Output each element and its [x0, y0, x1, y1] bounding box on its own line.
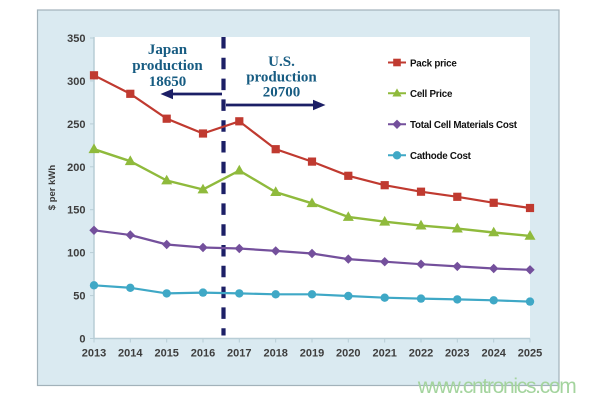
svg-text:Pack price: Pack price: [410, 58, 457, 69]
svg-text:200: 200: [67, 162, 85, 174]
svg-text:Cell Price: Cell Price: [410, 89, 453, 100]
svg-text:production: production: [246, 70, 317, 86]
svg-text:U.S.: U.S.: [268, 54, 295, 70]
svg-text:0: 0: [79, 334, 85, 346]
svg-text:2018: 2018: [263, 348, 287, 360]
svg-text:2015: 2015: [154, 348, 178, 360]
svg-text:100: 100: [67, 248, 85, 260]
svg-text:Total Cell Materials Cost: Total Cell Materials Cost: [410, 120, 518, 131]
svg-text:18650: 18650: [149, 74, 187, 90]
svg-text:2025: 2025: [518, 348, 542, 360]
svg-text:2014: 2014: [118, 348, 143, 360]
svg-text:2020: 2020: [336, 348, 360, 360]
svg-text:production: production: [132, 58, 203, 74]
svg-text:50: 50: [73, 291, 85, 303]
svg-text:250: 250: [67, 119, 85, 131]
svg-text:2013: 2013: [82, 348, 106, 360]
svg-text:www.cntronics.com: www.cntronics.com: [417, 375, 576, 398]
svg-text:2019: 2019: [300, 348, 324, 360]
svg-text:2021: 2021: [372, 348, 396, 360]
svg-text:Japan: Japan: [148, 42, 188, 58]
svg-text:$ per kWh: $ per kWh: [47, 165, 58, 211]
svg-text:20700: 20700: [263, 85, 301, 101]
svg-text:150: 150: [67, 205, 85, 217]
svg-text:Cathode Cost: Cathode Cost: [410, 151, 472, 162]
svg-text:2016: 2016: [191, 348, 215, 360]
svg-text:350: 350: [67, 33, 85, 45]
svg-text:2017: 2017: [227, 348, 251, 360]
svg-text:300: 300: [67, 76, 85, 88]
svg-text:2022: 2022: [409, 348, 433, 360]
svg-text:2024: 2024: [481, 348, 506, 360]
svg-text:2023: 2023: [445, 348, 469, 360]
